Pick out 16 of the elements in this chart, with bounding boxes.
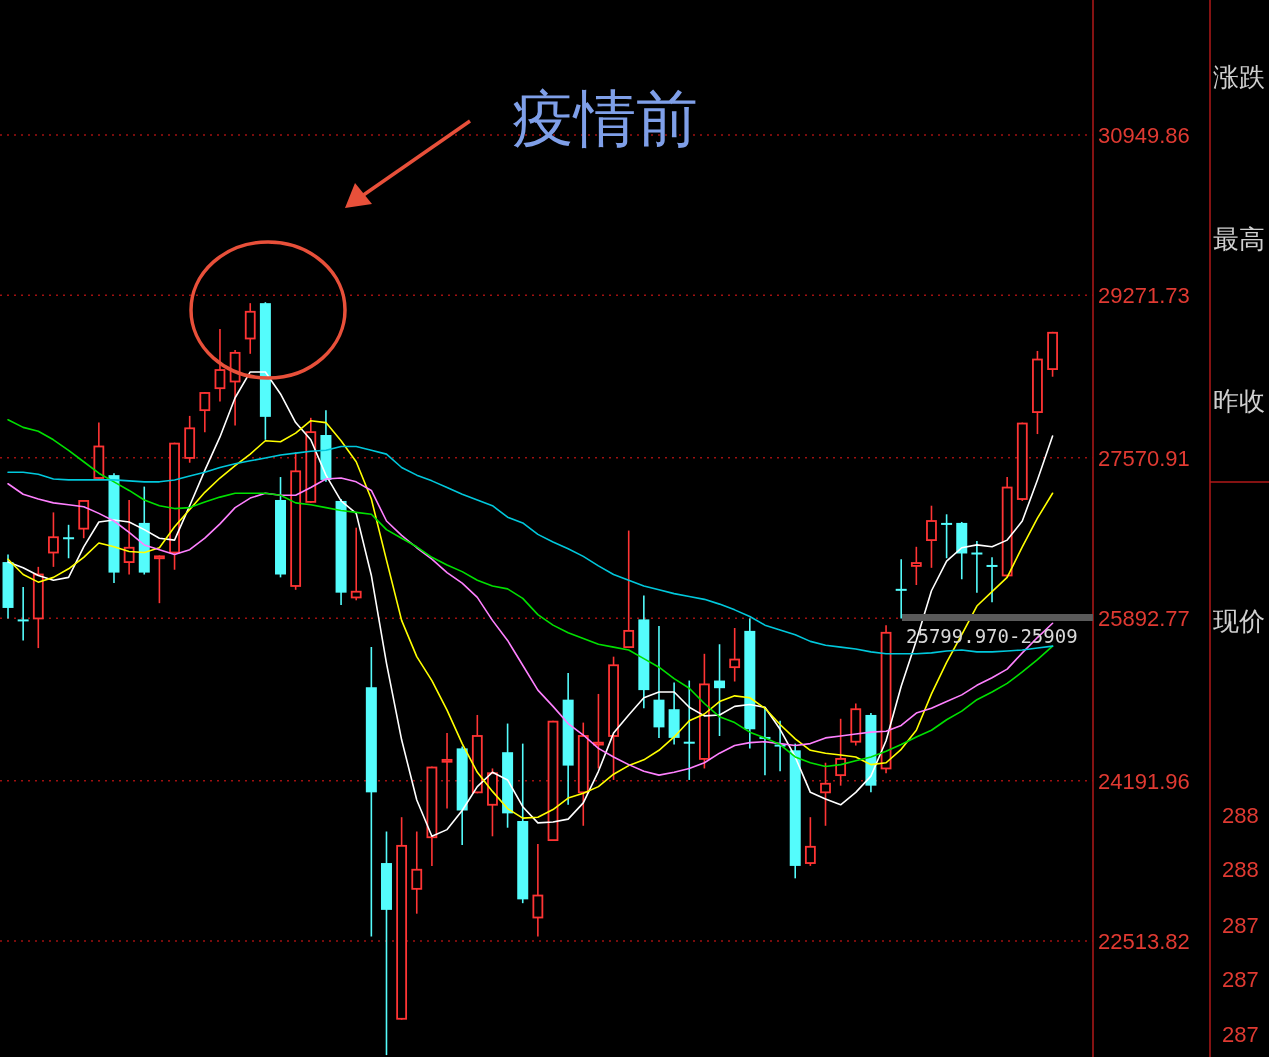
text: 287 [1222, 967, 1259, 992]
y-tick-label: 24191.96 [1098, 768, 1190, 794]
text: 287 [1222, 1022, 1259, 1047]
text: 最高 [1213, 224, 1265, 254]
text: 现价 [1213, 606, 1265, 636]
text: 287 [1222, 913, 1259, 938]
text: 288 [1222, 803, 1259, 828]
text: 昨收 [1213, 386, 1265, 416]
y-tick-label: 29271.73 [1098, 283, 1190, 309]
text: 涨跌 [1213, 62, 1265, 92]
y-tick-label: 27570.91 [1098, 445, 1190, 471]
text: 288 [1222, 857, 1259, 882]
y-tick-label: 30949.86 [1098, 123, 1190, 149]
annotation: 疫情前 [512, 84, 698, 153]
y-tick-label: 22513.82 [1098, 929, 1190, 955]
y-tick-label: 25892.77 [1098, 606, 1190, 632]
